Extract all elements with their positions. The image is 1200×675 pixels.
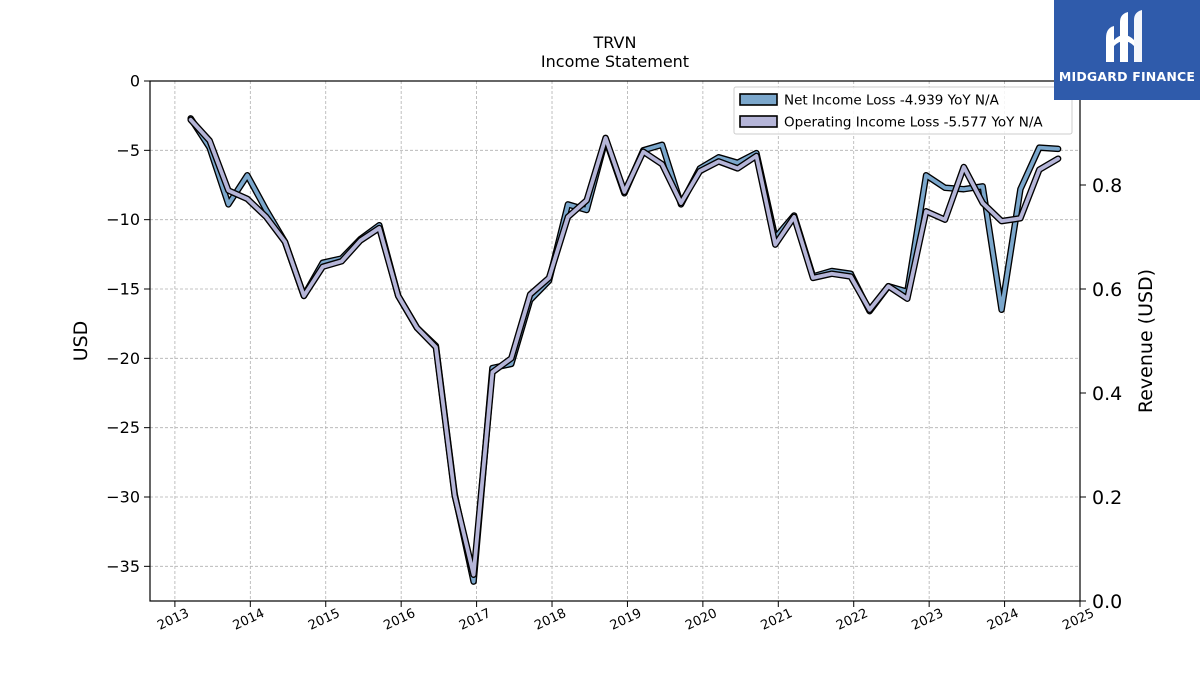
plot-frame [149,80,1081,602]
series-line [188,117,1060,577]
legend-swatch-operating-income [739,115,778,128]
x-tick-label: 2015 [306,606,342,634]
x-tick-label: 2021 [759,606,795,634]
x-tick-label: 2014 [231,606,267,634]
y-tick-label: −5 [116,141,140,160]
legend-label-operating-income: Operating Income Loss -5.577 YoY N/A [784,115,1043,131]
y-tick-label: −35 [106,557,140,576]
legend: Net Income Loss -4.939 YoY N/A Operating… [733,86,1073,135]
y-tick-label: −10 [106,210,140,229]
legend-box [733,86,1073,135]
x-tick-label: 2020 [683,606,719,634]
x-tick-label: 2016 [382,606,418,634]
y2-tick-label: 0.8 [1092,175,1122,197]
series-layer [187,115,1062,585]
grid-lines [150,80,1081,601]
y-tick-label: −20 [106,349,140,368]
y2-tick-label: 0.0 [1092,591,1122,613]
legend-label-net-income: Net Income Loss -4.939 YoY N/A [784,93,1000,109]
y2-tick-label: 0.6 [1092,279,1122,301]
y-axis-label: USD [70,321,92,362]
x-tick-label: 2018 [532,606,568,634]
x-tick-label: 2017 [457,606,493,634]
x-tick-label: 2023 [910,606,946,634]
x-tick-label: 2013 [155,606,191,634]
y-tick-label: −15 [106,280,140,299]
x-tick-label: 2022 [834,606,870,634]
y-tick-label: −30 [106,488,140,507]
brand-logo-text: MIDGARD FINANCE [1058,69,1196,84]
brand-logo: MIDGARD FINANCE [1054,0,1200,100]
chart-subtitle: Income Statement [541,52,689,71]
stylized-m-pillars-icon [1106,10,1142,62]
x-tick-label: 2024 [985,606,1021,634]
legend-swatch-net-income [739,93,778,106]
y2-axis-label: Revenue (USD) [1135,269,1157,413]
series-operating-income-loss [187,116,1062,578]
y-tick-label: −25 [106,418,140,437]
y-tick-label: 0 [130,72,140,91]
chart-title: TRVN [593,33,637,52]
y2-tick-label: 0.2 [1092,487,1122,509]
y2-tick-label: 0.4 [1092,383,1122,405]
x-tick-label: 2025 [1060,606,1096,634]
x-tick-label: 2019 [608,606,644,634]
